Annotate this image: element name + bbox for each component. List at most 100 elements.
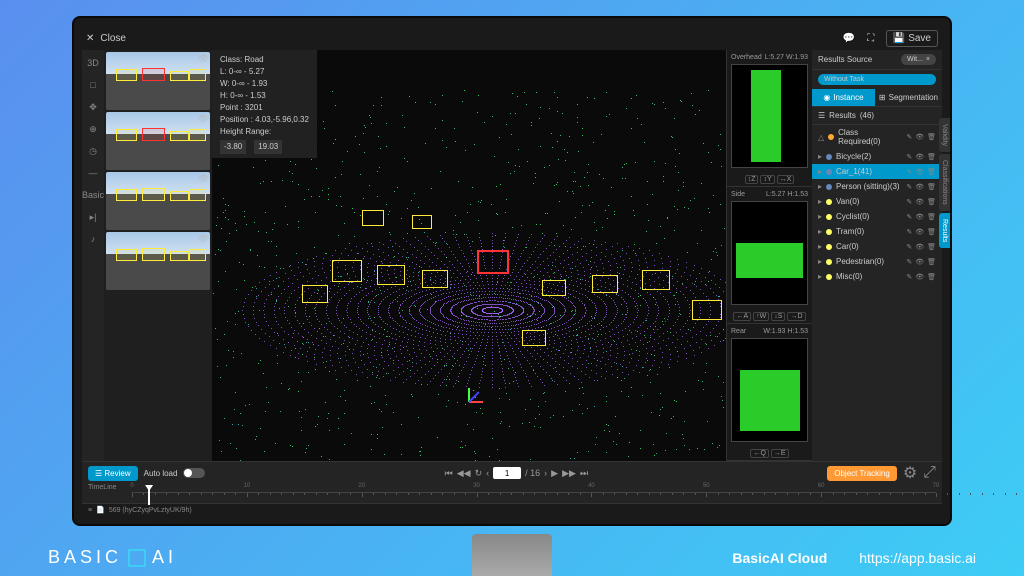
- delete-icon[interactable]: 🗑: [927, 133, 936, 141]
- ortho-control[interactable]: ↓S: [771, 312, 785, 321]
- ortho-control[interactable]: →E: [771, 449, 789, 458]
- result-item[interactable]: ▸Person (sitting)(3)✎👁🗑: [812, 179, 942, 194]
- result-item[interactable]: △Class Required(0)✎👁🗑: [812, 125, 942, 149]
- result-item[interactable]: ▸Car_1(41)✎👁🗑: [812, 164, 942, 179]
- visibility-icon[interactable]: 👁: [915, 258, 924, 266]
- rail-tool-5[interactable]: —: [84, 164, 102, 182]
- results-source-pill[interactable]: Wit...×: [901, 54, 936, 65]
- visibility-icon[interactable]: 👁: [915, 273, 924, 281]
- cuboid[interactable]: [422, 270, 448, 288]
- visibility-icon[interactable]: 👁: [915, 198, 924, 206]
- rewind-icon[interactable]: ◀◀: [457, 468, 471, 479]
- delete-icon[interactable]: 🗑: [927, 153, 936, 161]
- skip-start-icon[interactable]: ⏮: [445, 468, 453, 479]
- visibility-icon[interactable]: 👁: [915, 133, 924, 141]
- edit-icon[interactable]: ✎: [906, 198, 912, 206]
- remove-icon[interactable]: ×: [926, 56, 930, 63]
- result-item[interactable]: ▸Bicycle(2)✎👁🗑: [812, 149, 942, 164]
- forward-icon[interactable]: ▶▶: [562, 468, 576, 479]
- ortho-side[interactable]: SideL:5.27 H:1.53 ←A↑W↓S→D: [727, 187, 812, 324]
- object-tracking-button[interactable]: Object Tracking: [827, 466, 897, 481]
- edit-icon[interactable]: ✎: [906, 183, 912, 191]
- ortho-control[interactable]: ←Q: [750, 449, 768, 458]
- ortho-overhead[interactable]: OverheadL:5.27 W:1.93 ↕Z↕Y↔X: [727, 50, 812, 187]
- delete-icon[interactable]: 🗑: [927, 228, 936, 236]
- cuboid[interactable]: [642, 270, 670, 290]
- result-item[interactable]: ▸Tram(0)✎👁🗑: [812, 224, 942, 239]
- visibility-icon[interactable]: 👁: [198, 174, 208, 184]
- cuboid[interactable]: [332, 260, 362, 282]
- result-item[interactable]: ▸Cyclist(0)✎👁🗑: [812, 209, 942, 224]
- ortho-control[interactable]: ↕Z: [745, 175, 759, 184]
- edit-icon[interactable]: ✎: [906, 133, 912, 141]
- edit-icon[interactable]: ✎: [906, 168, 912, 176]
- visibility-icon[interactable]: 👁: [915, 183, 924, 191]
- rail-tool-7[interactable]: ▸|: [84, 208, 102, 226]
- rail-tool-8[interactable]: ♪: [84, 230, 102, 248]
- delete-icon[interactable]: 🗑: [927, 243, 936, 251]
- visibility-icon[interactable]: 👁: [198, 54, 208, 64]
- frame-input[interactable]: [493, 467, 521, 479]
- close-button[interactable]: ✕ Close: [86, 33, 126, 44]
- edit-icon[interactable]: ✎: [906, 228, 912, 236]
- rail-tool-1[interactable]: □: [84, 76, 102, 94]
- cuboid[interactable]: [477, 250, 509, 274]
- visibility-icon[interactable]: 👁: [915, 213, 924, 221]
- cuboid[interactable]: [377, 265, 405, 285]
- viewport-3d[interactable]: Class: Road L: 0-∞ - 5.27 W: 0-∞ - 1.93 …: [212, 50, 726, 461]
- visibility-icon[interactable]: 👁: [915, 168, 924, 176]
- ortho-control[interactable]: ↑W: [753, 312, 769, 321]
- delete-icon[interactable]: 🗑: [927, 273, 936, 281]
- tab-instance[interactable]: ◉Instance: [812, 89, 875, 106]
- delete-icon[interactable]: 🗑: [927, 213, 936, 221]
- visibility-icon[interactable]: 👁: [915, 228, 924, 236]
- next-icon[interactable]: ›: [544, 468, 547, 478]
- edit-icon[interactable]: ✎: [906, 243, 912, 251]
- edit-icon[interactable]: ✎: [906, 273, 912, 281]
- ortho-control[interactable]: →D: [787, 312, 805, 321]
- play-icon[interactable]: ▶: [551, 468, 558, 479]
- delete-icon[interactable]: 🗑: [927, 258, 936, 266]
- camera-thumb-0[interactable]: 👁: [106, 52, 210, 110]
- rail-tool-0[interactable]: 3D: [84, 54, 102, 72]
- collapse-icon[interactable]: ≡: [88, 507, 92, 514]
- delete-icon[interactable]: 🗑: [927, 168, 936, 176]
- camera-thumb-1[interactable]: 👁: [106, 112, 210, 170]
- result-item[interactable]: ▸Van(0)✎👁🗑: [812, 194, 942, 209]
- result-item[interactable]: ▸Pedestrian(0)✎👁🗑: [812, 254, 942, 269]
- visibility-icon[interactable]: 👁: [915, 153, 924, 161]
- cuboid[interactable]: [362, 210, 384, 226]
- cuboid[interactable]: [302, 285, 328, 303]
- cuboid[interactable]: [542, 280, 566, 296]
- settings-icon[interactable]: ⚙: [903, 463, 917, 483]
- side-tab-validity[interactable]: Validity: [939, 118, 950, 152]
- delete-icon[interactable]: 🗑: [927, 198, 936, 206]
- cuboid[interactable]: [412, 215, 432, 229]
- prev-icon[interactable]: ‹: [486, 468, 489, 478]
- rail-tool-4[interactable]: ◷: [84, 142, 102, 160]
- chat-icon[interactable]: 💬: [842, 31, 856, 45]
- refresh-icon[interactable]: ↻: [475, 468, 483, 479]
- expand-icon[interactable]: ⤢: [923, 464, 936, 482]
- ortho-control[interactable]: ↔X: [777, 175, 795, 184]
- review-button[interactable]: ☰ Review: [88, 466, 138, 481]
- camera-thumb-3[interactable]: 👁: [106, 232, 210, 290]
- tab-segmentation[interactable]: ⊞Segmentation: [875, 89, 942, 106]
- ortho-control[interactable]: ←A: [733, 312, 751, 321]
- results-header[interactable]: ☰ Results (46): [812, 107, 942, 125]
- visibility-icon[interactable]: 👁: [198, 114, 208, 124]
- visibility-icon[interactable]: 👁: [915, 243, 924, 251]
- without-task-pill[interactable]: Without Task: [818, 74, 936, 85]
- rail-tool-2[interactable]: ✥: [84, 98, 102, 116]
- rail-tool-6[interactable]: Basic: [84, 186, 102, 204]
- edit-icon[interactable]: ✎: [906, 213, 912, 221]
- rail-tool-3[interactable]: ⊕: [84, 120, 102, 138]
- side-tab-results[interactable]: Results: [939, 213, 950, 248]
- timeline-playhead[interactable]: [148, 489, 150, 505]
- camera-thumb-2[interactable]: 👁: [106, 172, 210, 230]
- result-item[interactable]: ▸Car(0)✎👁🗑: [812, 239, 942, 254]
- timeline-track[interactable]: TimeLine 010203040506070: [82, 484, 942, 503]
- edit-icon[interactable]: ✎: [906, 258, 912, 266]
- side-tab-classifications[interactable]: Classifications: [939, 154, 950, 211]
- ortho-control[interactable]: ↕Y: [760, 175, 774, 184]
